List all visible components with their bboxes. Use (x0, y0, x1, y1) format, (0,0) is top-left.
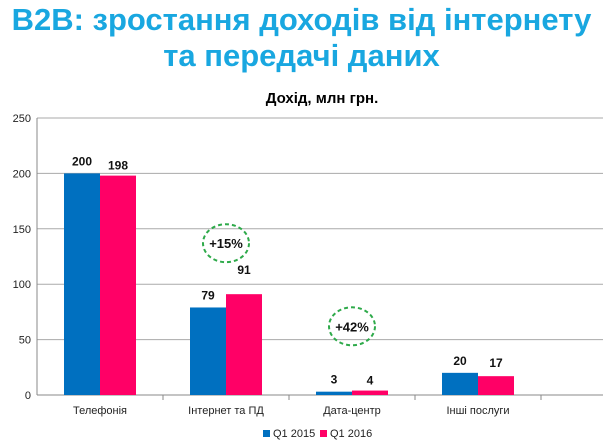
bar (64, 173, 100, 395)
chart-title: Дохід, млн грн. (266, 90, 379, 107)
data-label: 4 (367, 374, 374, 388)
data-label: 20 (453, 354, 467, 368)
y-tick-label: 50 (19, 335, 31, 347)
data-label: 198 (108, 159, 128, 173)
bar (442, 372, 478, 395)
y-tick-label: 100 (13, 279, 31, 291)
x-tick-label: Телефонія (73, 405, 127, 417)
x-tick-label: Дата-центр (323, 405, 381, 417)
data-label: 200 (72, 154, 92, 168)
bar (190, 307, 226, 395)
legend-label: Q1 2015 (273, 428, 315, 440)
annotation-circle (328, 306, 376, 347)
x-tick-label: Інтернет та ПД (188, 405, 264, 417)
y-tick-label: 250 (13, 113, 31, 125)
annotation-label: +15% (209, 236, 243, 251)
bar (100, 175, 136, 395)
data-label: 17 (489, 356, 503, 370)
legend-swatch (263, 430, 270, 437)
slide-title: B2B: зростання доходів від інтернету та … (0, 2, 603, 74)
y-tick-label: 0 (25, 390, 31, 402)
data-label: 3 (331, 373, 338, 387)
data-label: 79 (201, 288, 215, 302)
data-label: 91 (237, 263, 251, 277)
annotation-circle (202, 223, 250, 264)
bar (352, 390, 388, 395)
bar (478, 376, 514, 395)
slide-title-line2: та передачі даних (163, 38, 440, 73)
x-tick-label: Інші послуги (446, 405, 509, 417)
legend-label: Q1 2016 (330, 428, 372, 440)
legend-swatch (320, 430, 327, 437)
slide-title-line1: B2B: зростання доходів від інтернету (11, 2, 592, 37)
y-tick-label: 200 (13, 168, 31, 180)
annotation-label: +42% (335, 319, 369, 334)
bar (316, 391, 352, 395)
bar (226, 294, 262, 395)
y-tick-label: 150 (13, 224, 31, 236)
